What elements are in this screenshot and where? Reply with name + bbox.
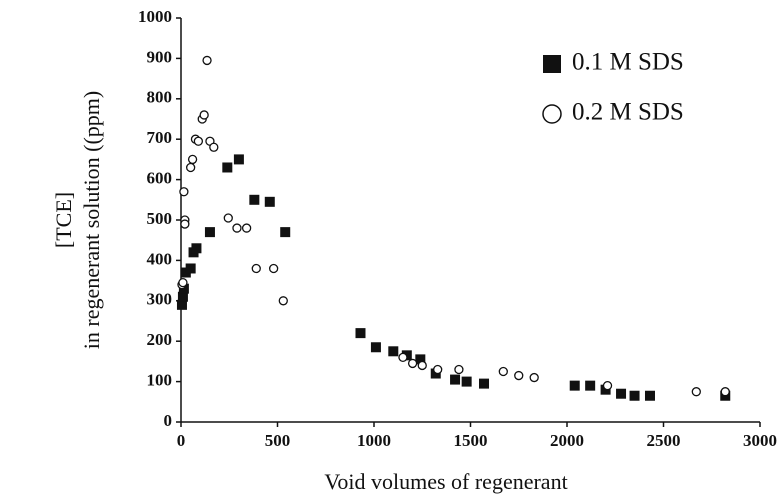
- x-tick-label: 1000: [357, 431, 391, 450]
- point: [355, 328, 366, 339]
- legend-label: 0.1 M SDS: [572, 49, 684, 76]
- point: [264, 196, 275, 207]
- legend-swatch: [542, 104, 562, 124]
- x-tick-label: 2500: [647, 431, 681, 450]
- point: [585, 380, 596, 391]
- point: [514, 370, 524, 381]
- x-tick-label: 1500: [454, 431, 488, 450]
- point: [388, 346, 399, 357]
- point: [616, 388, 627, 399]
- point: [454, 364, 464, 375]
- point: [370, 342, 381, 353]
- y-tick-label: 900: [147, 47, 173, 66]
- point: [222, 162, 233, 173]
- point: [278, 296, 288, 306]
- point: [720, 387, 730, 397]
- y-tick-label: 100: [147, 371, 173, 390]
- point: [176, 299, 187, 310]
- point: [199, 110, 209, 120]
- point: [280, 227, 291, 238]
- point: [529, 372, 539, 383]
- point: [204, 227, 215, 238]
- point: [629, 390, 640, 401]
- legend-label: 0.2 M SDS: [572, 99, 684, 126]
- y-tick-label: 0: [164, 411, 173, 430]
- point: [179, 187, 189, 197]
- x-tick-label: 3000: [743, 431, 777, 450]
- y-tick-label: 800: [147, 88, 173, 107]
- point: [249, 194, 260, 205]
- y-tick-label: 200: [147, 330, 173, 349]
- point: [180, 219, 190, 229]
- point: [415, 354, 426, 365]
- y-tick-label: 300: [147, 290, 173, 309]
- point: [398, 352, 408, 363]
- y-tick-label: 1000: [138, 7, 172, 26]
- point: [202, 55, 212, 66]
- x-tick-label: 2000: [550, 431, 584, 450]
- point: [191, 243, 202, 254]
- y-tick-label: 500: [147, 209, 173, 228]
- y-tick-label: 400: [147, 249, 173, 268]
- point: [233, 154, 244, 165]
- point: [185, 162, 196, 173]
- point: [433, 364, 443, 375]
- legend-swatch: [543, 55, 561, 73]
- y-axis-label: [TCE]: [51, 192, 76, 248]
- point: [232, 223, 242, 233]
- point: [498, 366, 508, 377]
- point: [479, 378, 490, 389]
- point: [461, 376, 472, 387]
- y-axis-label: in regenerant solution ((ppm): [79, 91, 104, 349]
- point: [177, 291, 188, 302]
- x-tick-label: 500: [265, 431, 291, 450]
- point: [691, 387, 701, 397]
- x-axis-label: Void volumes of regenerant: [324, 469, 567, 494]
- y-tick-label: 700: [147, 128, 173, 147]
- point: [178, 277, 188, 288]
- point: [417, 360, 427, 371]
- point: [241, 223, 252, 233]
- point: [193, 136, 204, 146]
- point: [251, 263, 261, 274]
- point: [407, 358, 418, 369]
- point: [223, 213, 233, 223]
- point: [644, 390, 655, 401]
- point: [209, 142, 219, 152]
- y-tick-label: 600: [147, 169, 173, 188]
- point: [185, 263, 196, 274]
- point: [602, 380, 613, 391]
- x-tick-label: 0: [177, 431, 186, 450]
- point: [450, 374, 461, 385]
- point: [268, 263, 279, 274]
- point: [187, 154, 198, 165]
- point: [569, 380, 580, 391]
